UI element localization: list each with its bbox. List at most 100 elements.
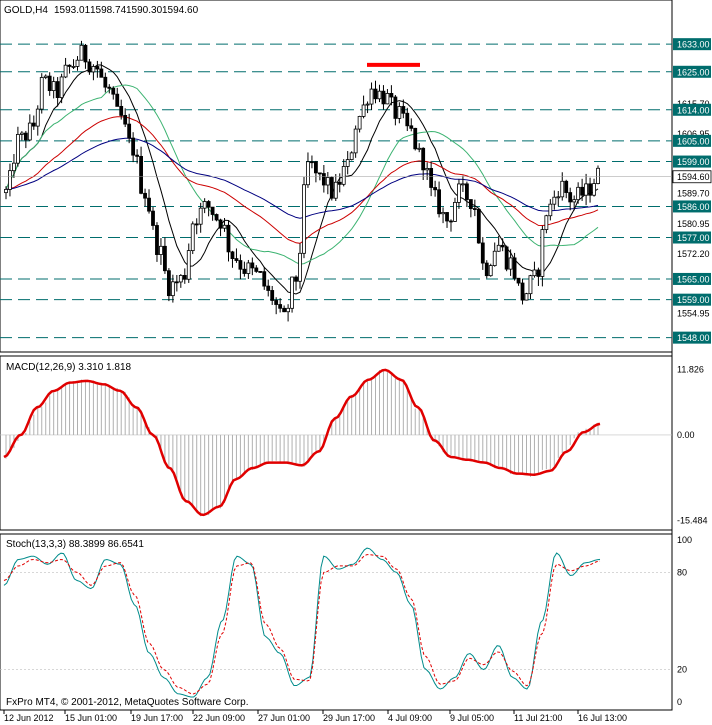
candle-body: [163, 245, 167, 272]
candle-body: [246, 262, 251, 274]
time-tick-label: 19 Jun 17:00: [131, 713, 183, 723]
candle-body: [496, 244, 501, 252]
candle-body: [186, 250, 191, 280]
candle-body: [516, 277, 521, 284]
candle-body: [397, 106, 402, 119]
symbol-label: GOLD,H4: [4, 5, 48, 16]
candle-body: [464, 183, 469, 200]
candle-body: [83, 44, 88, 63]
candle-body: [504, 246, 509, 270]
candle-body: [222, 224, 227, 229]
candle-body: [230, 251, 235, 260]
candle-body: [234, 258, 239, 261]
candle-body: [353, 128, 358, 154]
candle-body: [413, 127, 418, 150]
candle-body: [166, 270, 171, 297]
candle-body: [266, 285, 271, 291]
macd-panel-frame: [0, 355, 673, 531]
ohlc-open: 1593.01: [54, 5, 91, 16]
level-tag-bg: [673, 65, 711, 78]
candle-body: [373, 88, 378, 100]
candle-body: [480, 242, 485, 264]
candle-body: [210, 206, 215, 215]
candle-body: [568, 192, 573, 203]
candle-body: [123, 115, 128, 125]
candle-body: [500, 244, 505, 248]
candle-body: [290, 276, 294, 309]
candle-body: [91, 66, 96, 73]
candle-body: [182, 275, 187, 280]
candle-body: [306, 161, 310, 186]
candle-body: [194, 223, 199, 226]
level-tag-bg: [673, 38, 711, 51]
candle-body: [278, 304, 283, 309]
stoch-tick-label: 0: [677, 697, 682, 707]
candle-body: [401, 106, 406, 114]
candle-body: [238, 260, 243, 270]
level-tag-label: 1559.00: [677, 295, 710, 305]
candle-body: [596, 167, 600, 184]
candle-body: [286, 307, 290, 313]
candle-body: [588, 183, 592, 196]
ma-slow-red-line: [5, 116, 599, 244]
macd-title: MACD(12,26,9) 3.310 1.818: [6, 362, 132, 373]
candle-body: [453, 201, 457, 222]
ma-mid-line: [5, 84, 599, 265]
stoch-main-line: [3, 547, 601, 698]
price-tick-label: 1589.70: [677, 189, 710, 199]
candle-body: [87, 61, 92, 73]
candle-body: [580, 186, 585, 196]
candle-body: [55, 81, 60, 98]
candle-body: [12, 162, 16, 172]
macd-tick-label: 0.00: [677, 430, 695, 440]
candle-body: [357, 116, 362, 130]
level-tag-bg: [673, 103, 711, 116]
candle-body: [592, 183, 596, 196]
candle-body: [377, 90, 382, 100]
level-tag-bg: [673, 134, 711, 147]
macd-indicator: 11.826 0.00 -15.484: [0, 365, 708, 525]
candle-body: [190, 223, 195, 252]
candle-body: [385, 93, 390, 105]
candle-body: [27, 122, 32, 141]
candle-body: [314, 161, 318, 174]
candle-body: [461, 183, 465, 186]
candle-body: [409, 125, 414, 129]
level-tag-bg: [673, 293, 711, 306]
candle-body: [31, 122, 36, 127]
stoch-tick-label: 80: [677, 567, 687, 577]
time-tick-label: 22 Jun 09:00: [193, 713, 245, 723]
candle-body: [159, 245, 163, 255]
candle-body: [67, 64, 72, 67]
time-tick-label: 29 Jun 17:00: [323, 713, 375, 723]
candle-body: [445, 212, 449, 222]
candle-body: [63, 64, 68, 78]
candle-body: [417, 147, 422, 150]
candle-body: [345, 159, 350, 167]
candle-body: [472, 208, 477, 210]
time-tick-label: 16 Jul 13:00: [578, 713, 627, 723]
level-tag-label: 1586.00: [677, 202, 710, 212]
level-tag-bg: [673, 272, 711, 285]
stochastic-indicator: 100 80 20 0: [0, 535, 692, 707]
candle-body: [254, 267, 259, 272]
ma-slow-blue-line: [5, 137, 599, 219]
candle-body: [552, 196, 557, 205]
candle-body: [361, 104, 366, 117]
candle-body: [584, 183, 588, 196]
candle-body: [206, 201, 211, 208]
price-tick-label: 1554.95: [677, 309, 710, 319]
candle-body: [198, 207, 203, 225]
candle-body: [51, 81, 56, 92]
time-tick-label: 15 Jun 01:00: [65, 713, 117, 723]
candle-body: [143, 192, 147, 199]
level-tag-label: 1605.00: [677, 136, 710, 146]
candle-body: [421, 147, 426, 171]
candle-body: [226, 224, 231, 253]
candle-body: [258, 271, 263, 273]
candle-body: [95, 66, 100, 70]
candle-body: [333, 181, 338, 199]
candle-body: [75, 59, 80, 67]
candle-body: [35, 108, 40, 127]
